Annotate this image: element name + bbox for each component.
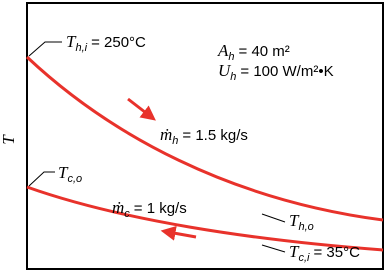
text-part: = 35°C — [313, 244, 360, 261]
text-part: A — [217, 41, 229, 60]
leaders — [28, 41, 286, 253]
leader — [261, 244, 286, 253]
hot-flow-label: ṁh = 1.5 kg/s — [160, 125, 248, 147]
text-part: T — [289, 211, 300, 230]
cold-curve — [26, 185, 384, 252]
leader — [261, 213, 286, 223]
text-part: T — [58, 163, 69, 182]
text-part: T — [66, 32, 77, 51]
text-part: h — [228, 51, 234, 63]
cold-arrow — [160, 225, 197, 241]
text-part: ṁ — [160, 125, 172, 144]
hot-inlet-label: Th,i = 250°C — [66, 32, 146, 54]
area-label: Ah = 40 m² — [217, 41, 290, 63]
text-part: U — [218, 61, 232, 80]
text-part: = 1 kg/s — [134, 200, 187, 217]
text-part: ṁ — [112, 198, 124, 217]
text-part: c,o — [67, 173, 82, 185]
cold-flow-label: ṁc = 1 kg/s — [112, 198, 187, 220]
leader — [28, 171, 55, 187]
text-part: h,i — [75, 42, 87, 54]
frame — [26, 2, 384, 270]
leader — [28, 41, 62, 57]
text-part: c,i — [298, 252, 310, 264]
text-part: = 1.5 kg/s — [182, 127, 247, 144]
cold-inlet-label: Tc,i = 35°C — [289, 242, 360, 264]
text-part: h — [230, 71, 236, 83]
hot-curve — [25, 55, 384, 222]
hot-arrow — [127, 97, 156, 121]
text-part: = 40 m² — [239, 43, 290, 60]
hot-outlet-label: Th,o — [289, 211, 314, 233]
text-part: T — [289, 242, 300, 261]
text-part: = 100 W/m²•K — [240, 63, 333, 80]
text-part: h — [172, 135, 178, 147]
cold-outlet-label: Tc,o — [58, 163, 82, 185]
coefficient-label: Uh = 100 W/m²•K — [218, 61, 334, 83]
text-part: h,o — [298, 221, 313, 233]
axis-label: T — [0, 134, 18, 145]
text-part: c — [124, 208, 130, 220]
text-part: = 250°C — [91, 34, 146, 51]
